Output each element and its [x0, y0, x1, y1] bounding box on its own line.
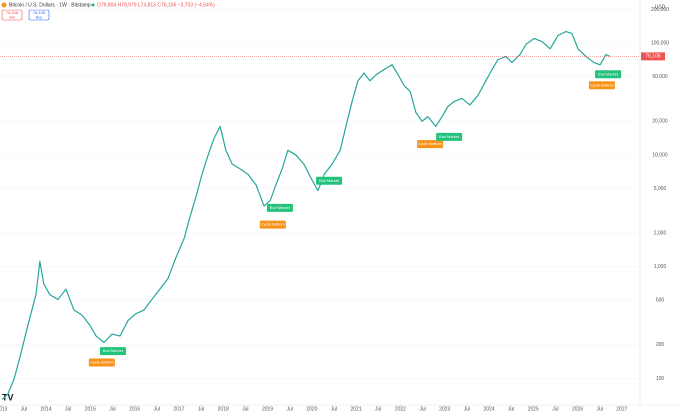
annotation: Cycle Bottom	[588, 81, 615, 90]
y-tick-label: 500	[656, 298, 665, 304]
annotation-box	[316, 176, 343, 185]
annotation-box	[259, 220, 286, 229]
currency: USD	[655, 4, 666, 10]
x-tick-label: 2022	[395, 406, 406, 412]
sell-price: 76,106	[6, 10, 19, 15]
x-tick-label: 2015	[85, 406, 96, 412]
annotation-box	[588, 81, 615, 90]
annotation-label: Cycle Bottom	[418, 141, 442, 146]
x-tick-label: Jul	[331, 406, 337, 412]
x-tick-label: Jul	[154, 406, 160, 412]
annotation: Bull Market	[99, 347, 126, 356]
y-tick-label: 10,000	[652, 152, 668, 158]
x-tick-label: Jul	[65, 406, 71, 412]
x-tick-label: 2013	[0, 406, 8, 412]
x-tick-label: 2017	[173, 406, 184, 412]
annotation-box	[595, 70, 622, 79]
sell-button[interactable]: 76,106 Sell	[1, 9, 23, 21]
sell-box[interactable]	[1, 9, 23, 21]
buy-button[interactable]: 76,109 Buy	[28, 9, 50, 21]
annotation-label: Bull Market	[103, 348, 124, 353]
x-tick-label: Jul	[375, 406, 381, 412]
annotation-label: Bull Market	[598, 71, 619, 76]
annotation-label: Bull Market	[270, 205, 291, 210]
x-tick-label: 2024	[483, 406, 494, 412]
sell-label: Sell	[9, 15, 15, 19]
x-tick-label: Jul	[552, 406, 558, 412]
annotation: Bull Market	[266, 203, 293, 212]
symbol-title: Bitcoin / U.S. Dollars · 1W · Bitstamp	[9, 2, 91, 8]
annotation: Bull Market	[316, 176, 343, 185]
x-tick-label: 2018	[218, 406, 229, 412]
annotation: Bull Market	[595, 70, 622, 79]
annotation-box	[88, 358, 115, 367]
logo: TV	[2, 392, 14, 402]
coin-icon	[1, 2, 7, 8]
x-tick-label: 2016	[129, 406, 140, 412]
y-tick-label: 100	[656, 376, 665, 382]
x-tick-label: Jul	[242, 406, 248, 412]
annotation-label: Cycle Bottom	[590, 82, 614, 87]
annotation-box	[99, 347, 126, 356]
y-tick-label: 100,000	[651, 40, 669, 46]
ohlc: O79,804 H79,979 L74,813 C76,106 −3,703 (…	[97, 2, 215, 8]
x-tick-label: Jul	[198, 406, 204, 412]
annotation-label: Bull Market	[319, 178, 340, 183]
y-tick-label: 1,000	[654, 264, 667, 270]
x-tick-label: 2014	[40, 406, 51, 412]
price-line	[1, 30, 611, 400]
x-tick-label: Jul	[109, 406, 115, 412]
x-tick-label: 2019	[262, 406, 273, 412]
x-tick-label: Jul	[508, 406, 514, 412]
y-tick-label: 20,000	[652, 119, 668, 125]
x-tick-label: Jul	[464, 406, 470, 412]
buy-box[interactable]	[28, 9, 50, 21]
x-tick-label: Jul	[596, 406, 602, 412]
x-tick-label: 2020	[306, 406, 317, 412]
x-tick-label: Jul	[419, 406, 425, 412]
x-tick-label: Jul	[21, 406, 27, 412]
last-price-label: 76,106	[645, 54, 661, 60]
buy-price: 76,109	[33, 10, 46, 15]
x-tick-label: 2021	[351, 406, 362, 412]
annotation: Bull Market	[436, 132, 463, 141]
x-tick-label: Jul	[286, 406, 292, 412]
y-tick-label: 200,000	[651, 7, 669, 13]
annotation-box	[417, 140, 444, 149]
annotation: Cycle Bottom	[259, 220, 286, 229]
annotation-label: Cycle Bottom	[90, 360, 114, 365]
last-price-box	[641, 52, 665, 61]
annotation-label: Bull Market	[439, 134, 460, 139]
annotation: Cycle Bottom	[88, 358, 115, 367]
x-tick-label: 2026	[572, 406, 583, 412]
y-tick-label: 50,000	[652, 74, 668, 80]
annotation-label: Cycle Bottom	[261, 222, 285, 227]
y-tick-label: 5,000	[654, 186, 667, 192]
y-tick-label: 2,000	[654, 230, 667, 236]
annotation: Cycle Bottom	[417, 140, 444, 149]
x-tick-label: 2023	[439, 406, 450, 412]
x-tick-label: 2025	[528, 406, 539, 412]
status-dot	[91, 3, 95, 7]
buy-label: Buy	[36, 15, 42, 19]
annotation-box	[436, 132, 463, 141]
y-tick-label: 200	[656, 342, 665, 348]
x-tick-label: 2027	[616, 406, 627, 412]
annotation-box	[266, 203, 293, 212]
